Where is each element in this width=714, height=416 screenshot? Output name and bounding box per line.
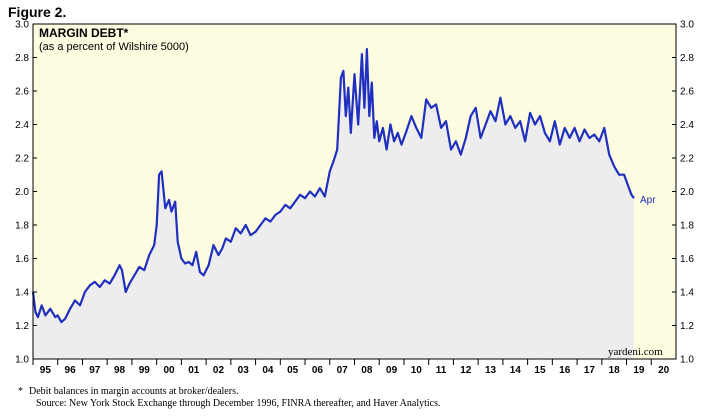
y-tick-label-left: 2.0 (15, 187, 29, 198)
x-tick-label: 18 (609, 365, 621, 376)
x-tick-label: 95 (40, 365, 52, 376)
y-tick-label-left: 2.2 (15, 154, 29, 165)
y-tick-label-right: 2.8 (680, 53, 694, 64)
y-tick-label-left: 1.6 (15, 254, 29, 265)
y-tick-label-left: 2.8 (15, 53, 29, 64)
x-tick-label: 03 (238, 365, 250, 376)
x-tick-label: 09 (386, 365, 398, 376)
y-tick-label-left: 2.6 (15, 87, 29, 98)
y-tick-label-right: 2.0 (680, 187, 694, 198)
chart-title: MARGIN DEBT* (39, 26, 129, 40)
x-tick-label: 06 (312, 365, 324, 376)
x-tick-label: 20 (658, 365, 670, 376)
x-tick-label: 05 (287, 365, 299, 376)
y-tick-label-left: 1.0 (15, 355, 29, 366)
x-tick-label: 16 (559, 365, 571, 376)
x-tick-label: 08 (361, 365, 373, 376)
x-tick-label: 99 (139, 365, 151, 376)
footnote: * Debit balances in margin accounts at br… (18, 386, 441, 410)
x-tick-label: 12 (460, 365, 472, 376)
y-tick-label-right: 1.4 (680, 288, 694, 299)
x-tick-label: 11 (436, 365, 447, 376)
x-tick-label: 17 (584, 365, 596, 376)
x-tick-label: 01 (188, 365, 200, 376)
x-tick-label: 13 (485, 365, 497, 376)
x-tick-label: 14 (510, 365, 522, 376)
chart-subtitle: (as a percent of Wilshire 5000) (39, 41, 189, 53)
y-tick-label-right: 1.8 (680, 221, 694, 232)
y-tick-label-right: 1.2 (680, 321, 694, 332)
x-tick-label: 98 (114, 365, 126, 376)
y-tick-label-right: 2.2 (680, 154, 694, 165)
x-tick-label: 02 (213, 365, 225, 376)
footnote-marker: * (18, 386, 23, 397)
y-tick-label-right: 2.4 (680, 120, 694, 131)
y-tick-label-right: 1.6 (680, 254, 694, 265)
y-tick-label-left: 1.2 (15, 321, 29, 332)
y-tick-label-left: 2.4 (15, 120, 29, 131)
x-tick-label: 19 (633, 365, 645, 376)
x-tick-label: 96 (65, 365, 77, 376)
x-tick-label: 04 (262, 365, 274, 376)
series-line (31, 48, 635, 324)
x-tick-label: 07 (337, 365, 349, 376)
margin-debt-chart: 1.0 1.0 1.2 1.2 1.4 1.4 1.6 1.6 1.8 1.8 2.0 2.0 2.2 2… (15, 20, 694, 377)
footnote-line-2: Source: New York Stock Exchange through … (36, 398, 441, 409)
x-tick-label: 10 (411, 365, 423, 376)
source-credit: yardeni.com (608, 346, 663, 358)
y-tick-label-right: 1.0 (680, 355, 694, 366)
y-tick-label-right: 2.6 (680, 87, 694, 98)
x-tick-label: 97 (89, 365, 101, 376)
y-tick-label-left: 3.0 (15, 20, 29, 31)
y-tick-label-right: 3.0 (680, 20, 694, 31)
x-tick-label: 00 (163, 365, 175, 376)
figure-label: Figure 2. (8, 4, 67, 20)
y-tick-label-left: 1.8 (15, 221, 29, 232)
footnote-text-1: Debit balances in margin accounts at bro… (29, 386, 239, 397)
x-tick-label: 15 (534, 365, 546, 376)
series-area (33, 49, 634, 359)
y-tick-label-left: 1.4 (15, 288, 29, 299)
end-value-label: Apr (640, 195, 656, 206)
footnote-line-1: * Debit balances in margin accounts at br… (18, 386, 441, 398)
